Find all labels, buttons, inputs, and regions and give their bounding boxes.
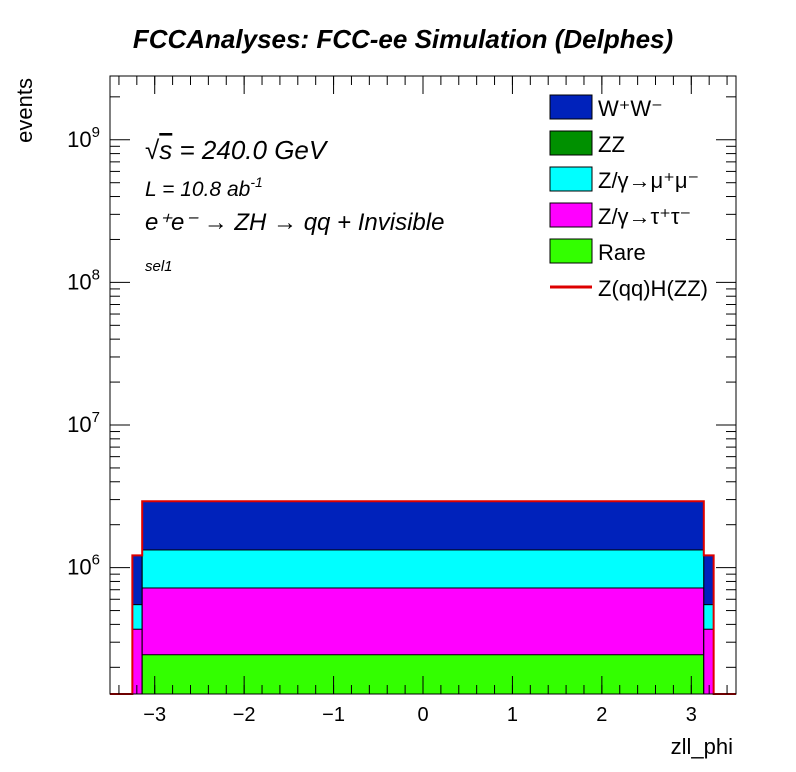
y-axis-ticks: 106 107 108 109: [67, 96, 736, 668]
x-tick-label: −3: [143, 704, 166, 726]
x-tick-label: 1: [507, 704, 518, 726]
y-tick-label: 106: [67, 552, 100, 580]
legend-swatch-ztau: [549, 202, 593, 228]
lumi-text: L = 10.8 ab: [145, 178, 251, 201]
y-tick-label: 107: [67, 409, 100, 437]
annotation-selection: sel1: [145, 258, 173, 275]
lumi-exp: -1: [250, 174, 262, 190]
legend-label-w: W⁺W⁻: [598, 96, 663, 121]
histogram-bars: [131, 500, 715, 695]
legend-label-ztau: Z/γ→τ⁺τ⁻: [598, 204, 691, 229]
bar-ztau-bin-3: [703, 628, 715, 695]
legend-swatch-w: [549, 94, 593, 120]
annotation-process: e⁺e⁻ → ZH → qq + Invisible: [145, 209, 444, 236]
svg-text:√s = 240.0 GeV: √s = 240.0 GeV: [145, 135, 329, 165]
legend-label-zmu: Z/γ→μ⁺μ⁻: [598, 168, 699, 193]
sqrt-value: = 240.0 GeV: [172, 135, 329, 165]
x-axis-label: zll_phi: [671, 734, 733, 759]
x-tick-label: −2: [233, 704, 256, 726]
annotation-sqrt-s: √s = 240.0 GeV: [145, 135, 329, 165]
legend: W⁺W⁻ ZZ Z/γ→μ⁺μ⁻ Z/γ→τ⁺τ⁻ Rare Z(qq)H(ZZ): [549, 94, 708, 301]
y-axis-label: events: [12, 78, 37, 143]
x-tick-label: 0: [417, 704, 428, 726]
legend-swatch-zz: [549, 130, 593, 156]
legend-swatch-rare: [549, 238, 593, 264]
signal-line: [110, 500, 736, 695]
y-tick-label: 108: [67, 266, 100, 294]
legend-label-signal: Z(qq)H(ZZ): [598, 276, 708, 301]
signal-line-group: [110, 500, 736, 695]
y-tick-label: 109: [67, 124, 100, 152]
legend-label-rare: Rare: [598, 240, 646, 265]
legend-label-zz: ZZ: [598, 132, 625, 157]
x-axis-ticks: −3 −2 −1 0 1 2 3: [118, 76, 728, 726]
legend-swatch-zmu: [549, 166, 593, 192]
annotation-lumi: L = 10.8 ab-1: [145, 174, 263, 201]
chart-title: FCCAnalyses: FCC-ee Simulation (Delphes): [133, 24, 673, 54]
x-tick-label: 2: [596, 704, 607, 726]
sqrt-var: s: [159, 135, 172, 165]
x-tick-label: 3: [686, 704, 697, 726]
sqrt-symbol: √: [145, 135, 160, 165]
bar-ztau-bin-1: [131, 628, 143, 695]
x-tick-label: −1: [322, 704, 345, 726]
